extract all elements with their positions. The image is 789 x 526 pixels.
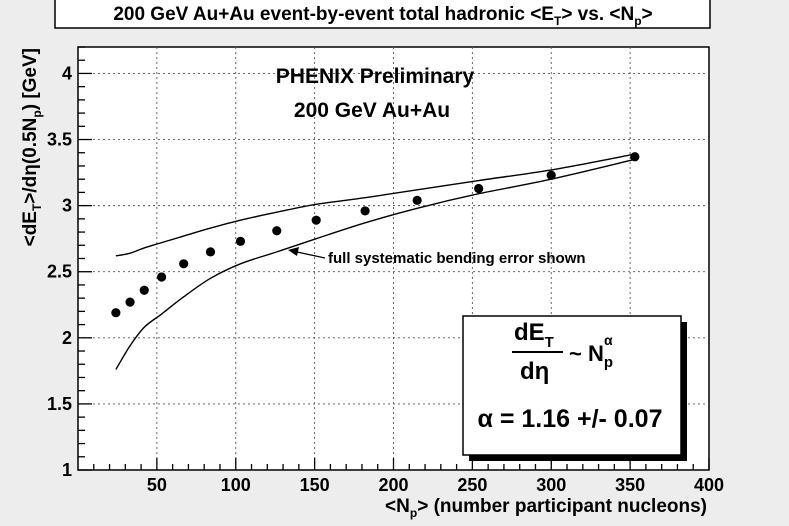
formula-numerator: dET — [514, 319, 554, 351]
x-tick-label: 400 — [694, 475, 724, 495]
x-tick-label: 300 — [536, 475, 566, 495]
formula-box-frame — [462, 315, 682, 456]
data-point — [546, 170, 556, 180]
y-tick-label: 2.5 — [47, 262, 72, 282]
y-tick-label: 3.5 — [47, 130, 72, 150]
phenix-label: PHENIX Preliminary — [276, 65, 475, 88]
x-axis-label: <Np> (number participant nucleons) — [385, 496, 707, 520]
data-points — [111, 152, 640, 318]
y-tick-label: 4 — [62, 63, 72, 83]
band-lower-curve — [115, 158, 636, 370]
system-label: 200 GeV Au+Au — [294, 99, 450, 122]
data-point — [412, 195, 422, 205]
data-point — [235, 236, 246, 246]
arrow-line — [296, 251, 326, 259]
y-tick-label: 1 — [62, 460, 72, 480]
axis-ticks — [78, 46, 710, 471]
x-tick-label: 350 — [615, 475, 645, 495]
band-upper-curve — [115, 153, 635, 257]
arrow-text: full systematic bending error shown — [328, 250, 586, 267]
data-point — [205, 247, 216, 257]
x-tick-label: 250 — [457, 475, 487, 495]
formula-denominator: dη — [520, 358, 549, 385]
arrow-head — [288, 247, 299, 256]
title-box — [54, 0, 711, 29]
formula-box: dET dη ~ Npα α = 1.16 +/- 0.07 — [462, 315, 687, 461]
tick-labels: 50 100 150 200 250 300 350 400 1 1.5 2 2.5 3 3.5 4 — [47, 63, 724, 495]
data-point — [139, 285, 149, 295]
x-tick-label: 50 — [147, 475, 167, 495]
data-point — [272, 226, 282, 236]
y-tick-label: 3 — [62, 196, 72, 216]
y-tick-label: 1.5 — [47, 394, 72, 414]
data-point — [630, 152, 640, 162]
x-tick-label: 150 — [300, 475, 330, 495]
data-point — [157, 272, 167, 282]
data-point — [179, 259, 189, 269]
data-point — [311, 215, 321, 225]
x-tick-label: 200 — [378, 475, 408, 495]
systematic-band — [115, 153, 636, 370]
y-axis-label: <dET>/dη(0.5Np) [GeV] — [20, 48, 44, 246]
data-point — [360, 206, 370, 216]
formula-power: ~ Npα — [569, 332, 613, 371]
arrow-annotation: full systematic bending error shown — [288, 247, 586, 267]
alpha-result: α = 1.16 +/- 0.07 — [478, 405, 663, 433]
x-tick-label: 100 — [221, 475, 251, 495]
y-tick-label: 2 — [62, 328, 72, 348]
data-point — [125, 297, 135, 307]
data-point — [111, 308, 121, 318]
data-point — [474, 183, 484, 194]
chart-title: 200 GeV Au+Au event-by-event total hadro… — [113, 4, 652, 28]
